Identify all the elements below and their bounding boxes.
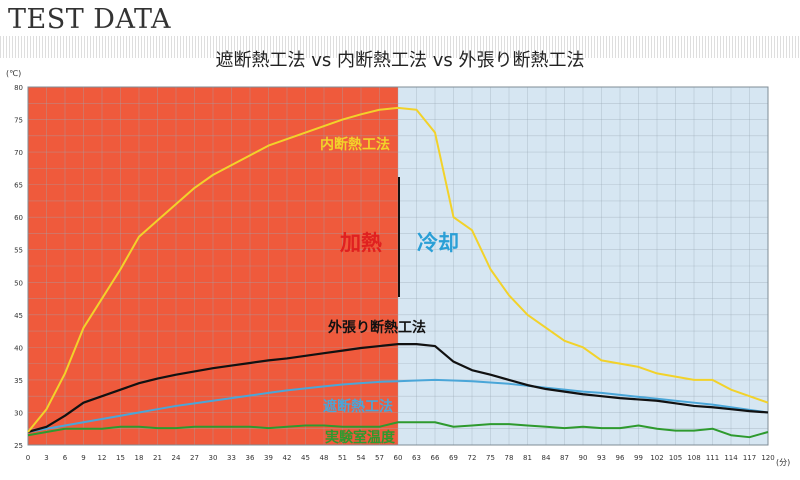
y-tick-label: 30 bbox=[14, 409, 23, 417]
series-lines bbox=[27, 106, 769, 439]
series-line-room bbox=[27, 421, 769, 439]
x-tick-label: 102 bbox=[650, 454, 663, 462]
y-tick-label: 75 bbox=[14, 117, 23, 125]
x-tick-label: 63 bbox=[412, 454, 421, 462]
x-axis-unit: (分) bbox=[776, 458, 790, 467]
series-label-shield: 遮断熱工法 bbox=[323, 398, 393, 415]
x-tick-label: 3 bbox=[44, 454, 48, 462]
x-tick-label: 66 bbox=[431, 454, 440, 462]
x-tick-label: 84 bbox=[542, 454, 551, 462]
heating-label: 加熱 bbox=[339, 231, 382, 255]
y-tick-label: 25 bbox=[14, 442, 23, 450]
series-label-inner: 内断熱工法 bbox=[320, 136, 390, 153]
x-tick-label: 51 bbox=[338, 454, 347, 462]
x-tick-label: 30 bbox=[209, 454, 218, 462]
x-tick-label: 9 bbox=[81, 454, 85, 462]
x-tick-label: 48 bbox=[320, 454, 329, 462]
x-tick-label: 6 bbox=[63, 454, 68, 462]
x-tick-label: 60 bbox=[394, 454, 403, 462]
y-tick-label: 70 bbox=[14, 149, 23, 157]
x-tick-label: 42 bbox=[283, 454, 292, 462]
series-line-inner bbox=[27, 106, 769, 433]
title-rule bbox=[0, 36, 800, 58]
x-tick-label: 87 bbox=[560, 454, 569, 462]
y-tick-label: 50 bbox=[14, 279, 23, 287]
x-axis: 0 3 6 9 12 15 18 21 24 27 30 33 36 39 42 45 48 51 54 57 60 63… bbox=[26, 454, 775, 462]
x-tick-label: 111 bbox=[706, 454, 719, 462]
x-tick-label: 108 bbox=[687, 454, 700, 462]
x-tick-label: 69 bbox=[449, 454, 458, 462]
x-tick-label: 93 bbox=[597, 454, 606, 462]
series-line-shield bbox=[27, 378, 769, 433]
x-tick-label: 15 bbox=[116, 454, 125, 462]
x-tick-label: 114 bbox=[724, 454, 738, 462]
y-tick-label: 65 bbox=[14, 182, 23, 190]
x-tick-label: 75 bbox=[486, 454, 495, 462]
x-tick-label: 99 bbox=[634, 454, 643, 462]
x-tick-label: 18 bbox=[135, 454, 144, 462]
y-tick-label: 80 bbox=[14, 84, 23, 92]
x-tick-label: 45 bbox=[301, 454, 310, 462]
y-tick-label: 35 bbox=[14, 377, 23, 385]
x-tick-label: 117 bbox=[743, 454, 756, 462]
x-tick-label: 90 bbox=[579, 454, 588, 462]
cooling-label: 冷却 bbox=[417, 231, 459, 255]
x-tick-label: 33 bbox=[227, 454, 236, 462]
x-tick-label: 105 bbox=[669, 454, 682, 462]
page-title: TEST DATA bbox=[8, 4, 172, 35]
series-label-room: 実験室温度 bbox=[325, 429, 396, 446]
y-axis: 25 30 35 40 45 50 55 60 65 70 75 80 bbox=[14, 84, 23, 450]
x-tick-label: 57 bbox=[375, 454, 384, 462]
x-tick-label: 78 bbox=[505, 454, 514, 462]
series-label-outer: 外張り断熱工法 bbox=[328, 319, 426, 336]
x-tick-label: 72 bbox=[468, 454, 477, 462]
x-tick-label: 21 bbox=[153, 454, 162, 462]
chart-title: 遮断熱工法 vs 内断熱工法 vs 外張り断熱工法 bbox=[215, 50, 585, 71]
y-tick-label: 55 bbox=[14, 247, 23, 255]
y-tick-label: 45 bbox=[14, 312, 23, 320]
x-tick-label: 0 bbox=[26, 454, 30, 462]
y-tick-label: 60 bbox=[14, 214, 23, 222]
x-tick-label: 81 bbox=[523, 454, 532, 462]
x-tick-label: 27 bbox=[190, 454, 199, 462]
plot-frame bbox=[27, 86, 769, 446]
x-tick-label: 36 bbox=[246, 454, 255, 462]
x-tick-label: 96 bbox=[616, 454, 625, 462]
x-tick-label: 12 bbox=[98, 454, 107, 462]
x-tick-label: 24 bbox=[172, 454, 181, 462]
x-tick-label: 39 bbox=[264, 454, 273, 462]
x-tick-label: 120 bbox=[761, 454, 774, 462]
x-tick-label: 54 bbox=[357, 454, 366, 462]
y-tick-label: 40 bbox=[14, 344, 23, 352]
y-axis-unit: (℃) bbox=[6, 69, 21, 78]
series-line-outer bbox=[27, 343, 769, 434]
